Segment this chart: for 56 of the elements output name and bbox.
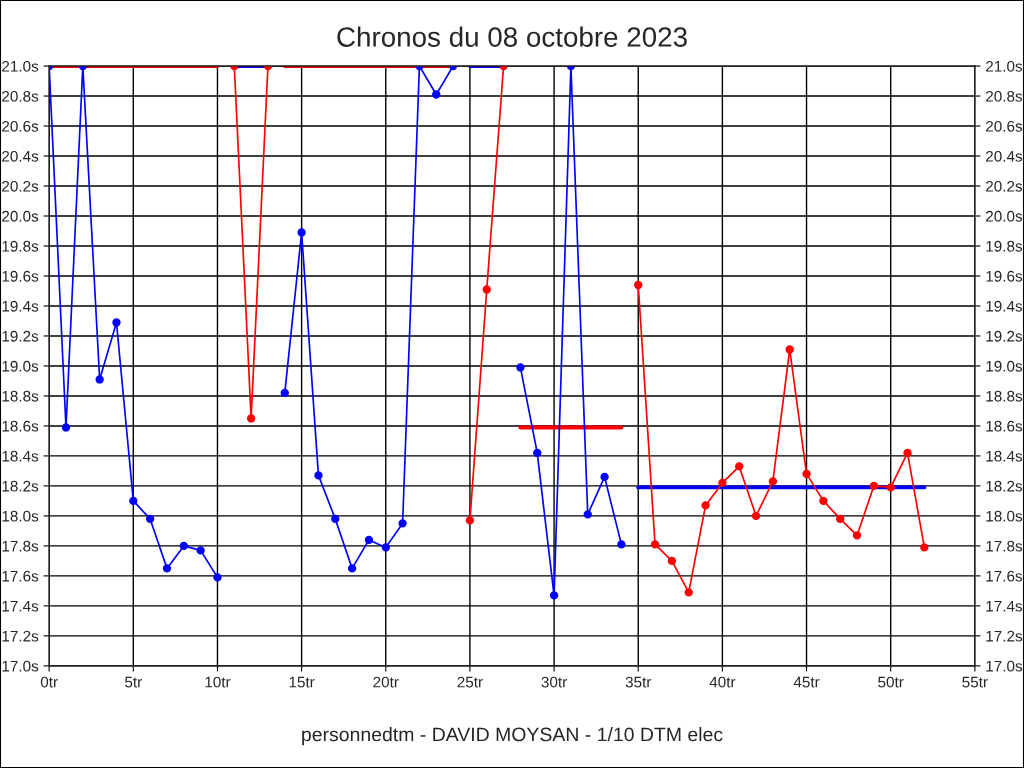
y-tick-label: 17.8s [2,540,39,552]
x-tick-label: 55tr [962,676,988,688]
y2-tick-label: 17.2s [986,630,1023,642]
y2-tick-label: 19.0s [986,360,1023,372]
y2-tick-label: 19.8s [986,240,1023,252]
y2-tick-label: 19.6s [986,270,1023,282]
y-tick-label: 18.6s [2,420,39,432]
y-tick-label: 18.8s [2,390,39,402]
x-tick-label: 35tr [625,676,652,688]
y2-tick-label: 18.2s [986,480,1023,492]
y-tick-label: 17.6s [2,570,39,582]
x-tick-label: 5tr [125,676,142,688]
y2-tick-label: 18.8s [986,390,1023,402]
y-tick-label: 20.4s [2,150,39,162]
y-tick-label: 20.2s [2,180,39,192]
text: personnedtm - DAVID MOYSAN - 1/10 DTM elec [302,727,723,746]
y-tick-label: 18.2s [2,480,39,492]
y2-tick-label: 17.6s [986,570,1023,582]
y-tick-label: 19.6s [2,270,39,282]
x-tick-label: 40tr [709,676,736,688]
y-tick-label: 20.6s [2,120,39,132]
y-tick-label: 19.0s [2,360,39,372]
chart-title: Chronos du 08 octobre 2023 [337,26,687,47]
y2-tick-label: 18.4s [986,450,1023,462]
y-tick-label: 17.2s [2,630,39,642]
y-tick-label: 21.0s [2,60,39,72]
y2-tick-label: 21.0s [986,60,1023,72]
y-tick-label: 19.2s [2,330,39,342]
y2-tick-label: 20.4s [986,150,1023,162]
y-tick-label: 19.8s [2,240,39,252]
y2-tick-label: 17.0s [986,660,1023,672]
x-tick-label: 0tr [40,676,58,688]
y-tick-label: 20.0s [2,210,39,222]
x-tick-label: 10tr [205,676,231,688]
y2-tick-label: 17.4s [986,600,1023,612]
y2-tick-label: 18.6s [986,420,1023,432]
y-tick-label: 17.0s [2,660,39,672]
y2-tick-label: 18.0s [986,510,1023,522]
x-tick-label: 45tr [793,676,820,688]
y2-tick-label: 20.0s [986,210,1023,222]
y-tick-label: 19.4s [2,300,39,312]
y-tick-label: 18.0s [2,510,39,522]
x-tick-label: 20tr [373,676,399,688]
x-tick-label: 30tr [541,676,567,688]
y2-tick-label: 20.6s [986,120,1023,132]
y2-tick-label: 17.8s [986,540,1023,552]
x-tick-label: 25tr [457,676,483,688]
y-tick-label: 20.8s [2,90,39,102]
y-tick-label: 18.4s [2,450,39,462]
x-tick-label: 15tr [289,676,315,688]
y2-tick-label: 19.2s [986,330,1023,342]
x-tick-label: 50tr [878,676,904,688]
y2-tick-label: 19.4s [986,300,1023,312]
y2-tick-label: 20.8s [986,90,1023,102]
y-tick-label: 17.4s [2,600,39,612]
y2-tick-label: 20.2s [986,180,1023,192]
